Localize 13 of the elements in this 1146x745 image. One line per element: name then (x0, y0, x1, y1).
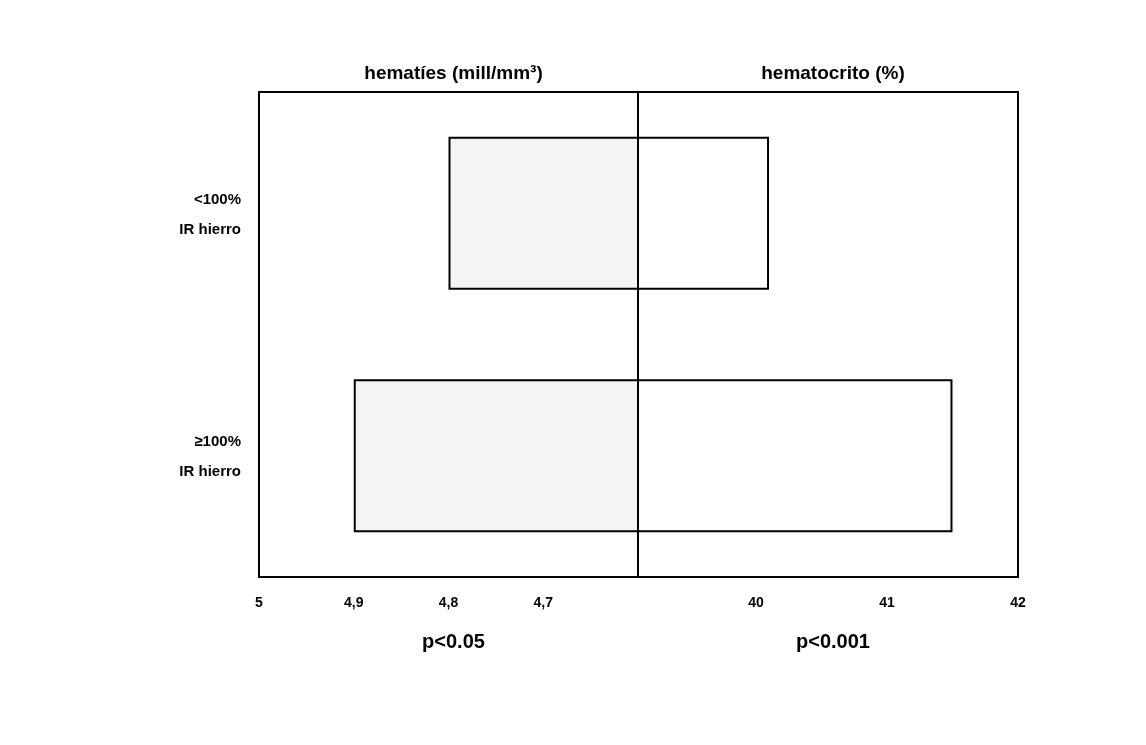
text: p<0.05 (422, 630, 485, 652)
chart-title: hematíes (mill/mm³) (364, 62, 543, 83)
x-tick-label: 5 (255, 594, 264, 610)
y-tick-label: <100% IR hierro (179, 189, 241, 237)
x-tick-label: 42 (1010, 594, 1026, 610)
text: p<0.001 (796, 630, 870, 652)
x-tick-label: 4,8 (438, 594, 459, 610)
y-tick-label: ≥100% IR hierro (179, 432, 241, 480)
chart-title: hematocrito (%) (761, 62, 905, 83)
x-tick-label: 4,9 (344, 594, 364, 610)
x-tick-label: 4,7 (533, 594, 554, 610)
x-tick-label: 40 (748, 594, 764, 610)
x-tick-label: 41 (879, 594, 895, 610)
